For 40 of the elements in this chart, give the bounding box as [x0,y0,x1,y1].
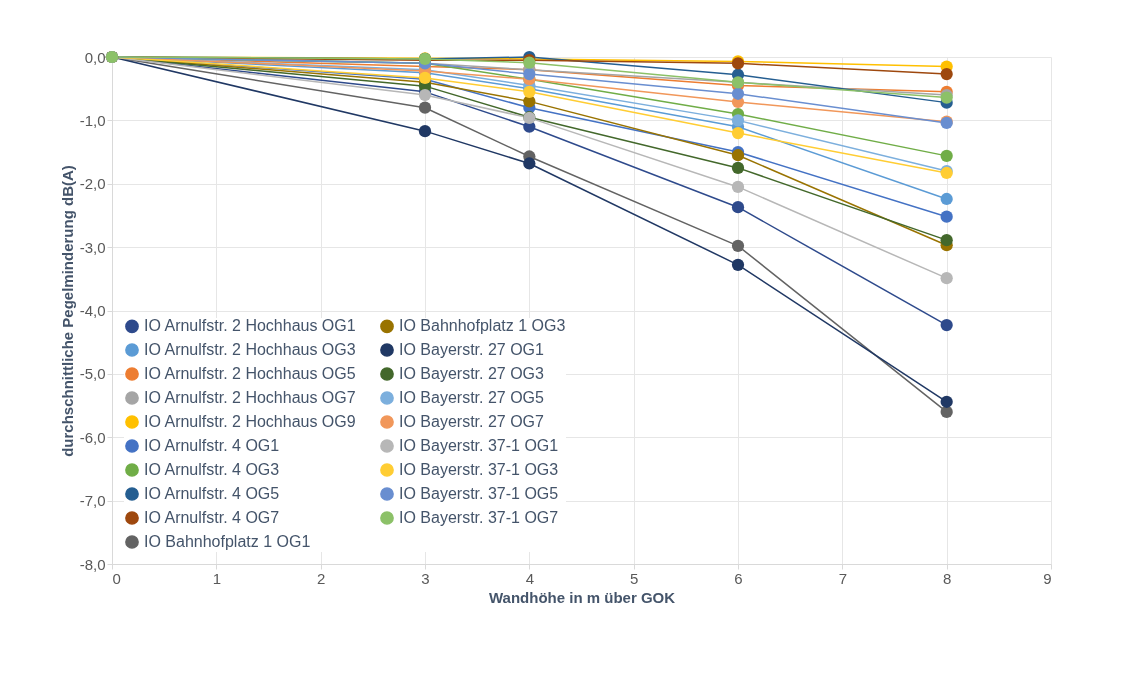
legend-label: IO Bayerstr. 27 OG7 [399,413,545,430]
x-tick-label: 0 [112,569,121,587]
legend-label: IO Bayerstr. 37-1 OG5 [399,485,559,502]
x-tick-label: 8 [942,569,952,587]
y-tick-label: -7,0 [79,492,106,510]
x-tick-label: 3 [421,569,430,587]
y-tick-label: -3,0 [79,238,106,256]
legend-label: IO Arnulfstr. 2 Hochhaus OG3 [144,341,356,358]
legend-label: IO Arnulfstr. 2 Hochhaus OG1 [144,317,356,335]
legend-label: IO Arnulfstr. 2 Hochhaus OG7 [144,389,356,406]
x-axis-title: Wandhöhe in m über GOK [488,588,676,606]
y-tick-label: -1,0 [79,111,106,129]
legend-label: IO Bayerstr. 37-1 OG1 [399,437,559,454]
y-axis-title: durchschnittliche Pegelminderung dB(A) [58,165,76,457]
x-tick-label: 9 [1043,569,1052,587]
y-tick-label: -2,0 [79,175,106,193]
y-tick-label: -6,0 [79,428,106,446]
x-tick-label: 6 [734,569,743,587]
legend-label: IO Arnulfstr. 2 Hochhaus OG5 [144,365,356,382]
y-tick-label: -4,0 [79,302,106,319]
y-tick-label: 0,0 [84,48,106,66]
legend-label: IO Arnulfstr. 4 OG5 [144,485,280,502]
x-tick-label: 7 [838,569,848,587]
legend-label: IO Bayerstr. 37-1 OG7 [399,509,559,526]
legend-label: IO Bahnhofplatz 1 OG3 [399,317,566,335]
legend-label: IO Arnulfstr. 4 OG1 [144,437,280,454]
legend-label: IO Bahnhofplatz 1 OG1 [144,533,311,550]
y-tick-label: -8,0 [79,555,106,573]
legend-label: IO Bayerstr. 27 OG5 [399,389,545,406]
legend-label: IO Arnulfstr. 2 Hochhaus OG9 [144,413,356,430]
x-tick-label: 4 [525,569,535,587]
legend-label: IO Arnulfstr. 4 OG3 [144,461,280,478]
legend-label: IO Bayerstr. 27 OG3 [399,365,545,382]
x-tick-label: 1 [212,569,222,587]
x-tick-label: 2 [316,569,326,587]
legend-label: IO Bayerstr. 37-1 OG3 [399,461,559,478]
legend-label: IO Bayerstr. 27 OG1 [399,341,545,358]
y-tick-label: -5,0 [79,365,106,383]
x-tick-label: 5 [629,569,639,587]
legend-label: IO Arnulfstr. 4 OG7 [144,509,280,526]
